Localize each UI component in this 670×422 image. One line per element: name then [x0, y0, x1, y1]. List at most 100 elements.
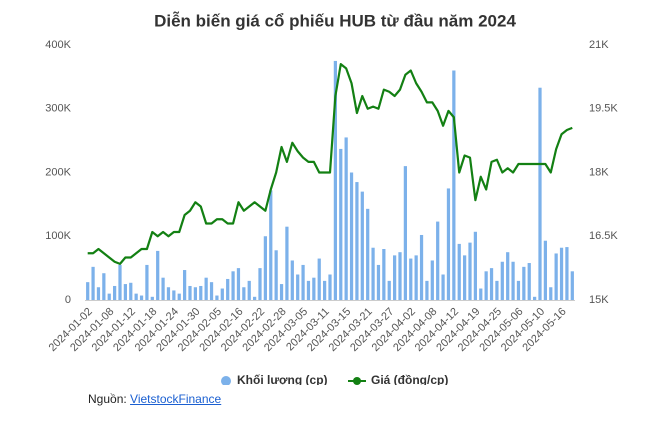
bar	[209, 282, 214, 300]
bar	[500, 261, 504, 300]
bar	[123, 284, 127, 300]
bar	[231, 271, 235, 300]
chart: Diễn biến giá cổ phiếu HUB từ đầu năm 20…	[45, 11, 618, 387]
bar	[323, 280, 327, 300]
bar	[242, 287, 246, 300]
y2-tick-label: 19.5K	[589, 103, 618, 115]
bar	[414, 255, 418, 300]
bar	[263, 236, 267, 300]
y-tick-label: 400K	[45, 39, 71, 51]
bar	[134, 293, 138, 300]
bar	[91, 266, 95, 300]
bar	[382, 249, 386, 300]
bar	[107, 293, 111, 300]
bar	[522, 266, 526, 300]
bar	[533, 296, 537, 300]
price-line	[87, 63, 573, 265]
bar	[479, 288, 483, 300]
bar	[403, 166, 407, 300]
bar	[344, 137, 348, 300]
bar	[102, 273, 106, 300]
bar	[215, 295, 219, 300]
bar	[199, 285, 203, 300]
bar	[312, 277, 316, 300]
bar	[549, 287, 553, 300]
bar	[393, 255, 397, 300]
legend-label[interactable]: Giá (đồng/cp)	[371, 373, 448, 387]
bar	[269, 190, 273, 300]
bar	[166, 287, 171, 300]
bar	[328, 274, 332, 300]
bar	[554, 253, 558, 300]
source-link[interactable]: VietstockFinance	[130, 392, 222, 406]
bar	[376, 264, 381, 300]
bar	[387, 280, 391, 300]
bar	[306, 280, 311, 300]
bar	[355, 182, 359, 300]
bar	[516, 280, 521, 300]
bar	[570, 271, 574, 300]
y-tick-label: 200K	[45, 166, 71, 178]
bar	[258, 268, 262, 300]
bar	[452, 70, 456, 300]
legend-label[interactable]: Khối lượng (cp)	[237, 373, 328, 387]
y2-tick-label: 16.5K	[589, 230, 618, 242]
bar	[349, 172, 354, 300]
bar	[118, 264, 122, 300]
bar	[220, 288, 224, 300]
bar	[495, 280, 499, 300]
bar	[441, 274, 445, 300]
bar	[161, 277, 165, 300]
legend-swatch	[221, 376, 231, 386]
bar	[139, 295, 144, 300]
bar	[360, 191, 364, 300]
bar	[468, 242, 472, 300]
source: Nguồn: VietstockFinance	[88, 392, 221, 406]
bar	[172, 290, 176, 300]
legend-swatch	[353, 377, 361, 385]
bar	[183, 270, 187, 300]
bar	[446, 188, 451, 300]
bar	[436, 221, 440, 300]
bar	[527, 263, 531, 300]
bar	[150, 296, 154, 300]
bar	[511, 261, 515, 300]
bar	[177, 293, 181, 300]
y2-tick-label: 18K	[589, 166, 609, 178]
bar	[296, 274, 300, 300]
bar	[559, 247, 564, 300]
bar	[301, 264, 305, 300]
bar	[473, 231, 477, 300]
y-tick-label: 300K	[45, 103, 71, 115]
bar	[409, 258, 413, 300]
bar	[339, 148, 343, 300]
bar	[565, 247, 569, 300]
bar	[463, 255, 467, 300]
bar	[430, 260, 434, 300]
bar	[193, 287, 197, 300]
bar	[506, 252, 510, 300]
bar	[247, 280, 251, 300]
y-tick-label: 0	[65, 294, 71, 306]
y2-tick-label: 15K	[589, 294, 609, 306]
bar	[226, 278, 230, 300]
bar	[279, 284, 284, 300]
bar	[188, 285, 192, 300]
bar	[253, 296, 257, 300]
bar	[113, 285, 117, 300]
bar	[398, 252, 402, 300]
bar	[333, 60, 337, 300]
bar	[366, 208, 370, 300]
bar	[489, 268, 494, 300]
bar	[156, 250, 160, 300]
bar	[290, 260, 294, 300]
bar	[274, 250, 278, 300]
bar	[129, 282, 133, 300]
bar	[145, 264, 149, 300]
bar	[457, 243, 461, 300]
y2-tick-label: 21K	[589, 39, 609, 51]
bar	[371, 247, 375, 300]
bar	[484, 271, 488, 300]
chart-title: Diễn biến giá cổ phiếu HUB từ đầu năm 20…	[154, 11, 516, 30]
